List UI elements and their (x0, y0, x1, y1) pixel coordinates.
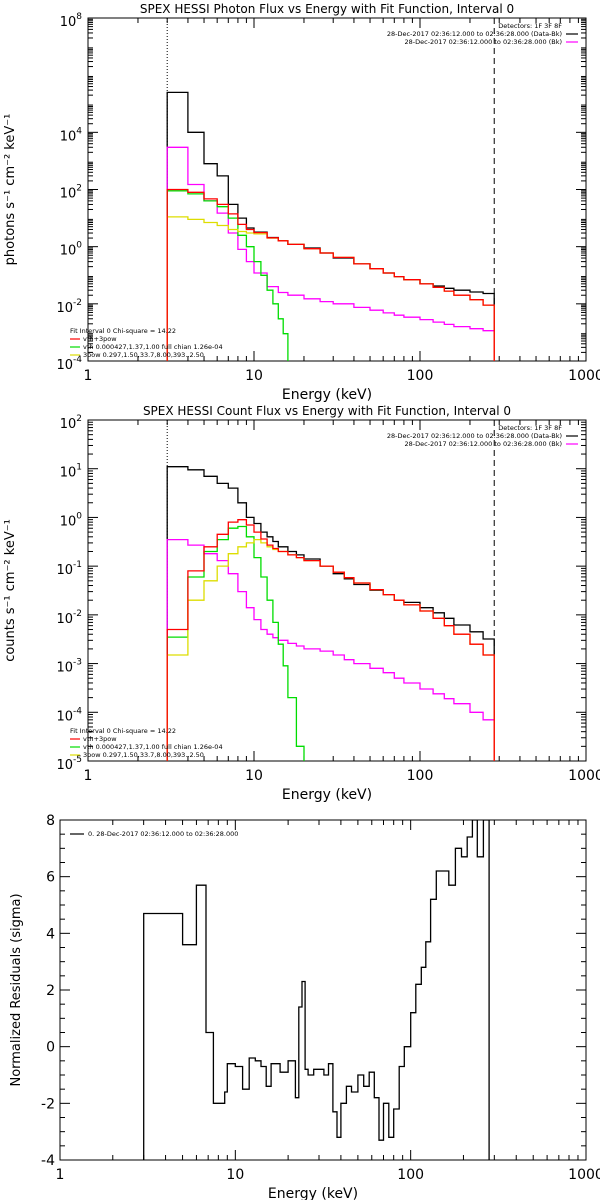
y-tick-label: -2 (41, 1096, 55, 1112)
legend-entry: vth 0.000427,1.37,1.00 full chian 1.26e-… (83, 343, 223, 351)
x-axis-label: Energy (keV) (268, 1186, 358, 1200)
y-tick-label: 8 (46, 813, 55, 829)
y-tick-label: 10-1 (56, 560, 82, 578)
chart-title: SPEX HESSI Count Flux vs Energy with Fit… (143, 404, 511, 418)
x-tick-label: 1000 (568, 1167, 600, 1183)
x-tick-label: 100 (397, 1167, 424, 1183)
y-tick-label: 10-2 (56, 609, 82, 627)
series-group (166, 466, 495, 761)
chart-3: 1 10 100 1000 Energy (keV) -4 -2 0 2 4 6 8 Normalize… (9, 813, 600, 1200)
y-tick-label: 10-5 (56, 755, 82, 773)
series-line-vth (166, 525, 305, 761)
chart-1: SPEX HESSI Photon Flux vs Energy with Fi… (3, 2, 600, 403)
legend-entry: vth+3pow (83, 735, 117, 743)
y-tick-label: 102 (60, 184, 82, 202)
series-line-3pow (166, 216, 495, 361)
x-tick-label: 1000 (568, 768, 600, 784)
y-tick-label: 100 (60, 511, 83, 529)
series-line-vth-3pow (166, 519, 495, 761)
y-tick-label: 108 (60, 12, 83, 30)
legend-entry: Detectors: 1F 3F 8F (498, 424, 562, 432)
y-tick-label: 10-4 (56, 706, 82, 724)
legend-entry: 3pow 0.297,1.50,33.7,8.00,393.,2.50 (83, 751, 204, 759)
plot-frame (59, 819, 587, 1161)
y-tick-label: 4 (46, 926, 55, 942)
legend-entry: 28-Dec-2017 02:36:12.000 to 02:36:28.000… (405, 38, 563, 46)
series-line-data-bk (166, 466, 495, 761)
series-group (143, 820, 490, 1160)
x-tick-label: 1000 (568, 368, 600, 384)
y-tick-label: 6 (46, 870, 55, 886)
x-tick-label: 1 (84, 368, 93, 384)
y-tick-label: 10-4 (56, 355, 82, 373)
legend-entry: 28-Dec-2017 02:36:12.000 to 02:36:28.000… (405, 440, 563, 448)
y-tick-label: 104 (60, 126, 83, 144)
y-axis-label: photons s⁻¹ cm⁻² keV⁻¹ (3, 114, 18, 266)
series-line-0 (143, 820, 490, 1160)
legend-entry: vth+3pow (83, 335, 117, 343)
x-tick-label: 1 (56, 1167, 65, 1183)
chart-2: SPEX HESSI Count Flux vs Energy with Fit… (3, 404, 600, 803)
x-tick-label: 100 (407, 768, 434, 784)
series-line-vth-3pow (166, 188, 495, 361)
series-line-data-bk (166, 91, 495, 361)
legend-entry: 28-Dec-2017 02:36:12.000 to 02:36:28.000… (387, 30, 562, 38)
x-tick-label: 1 (84, 768, 93, 784)
y-axis-label: Normalized Residuals (sigma) (9, 893, 24, 1086)
y-tick-label: 100 (60, 241, 83, 259)
x-axis-label: Energy (keV) (282, 387, 372, 403)
x-tick-label: 100 (407, 368, 434, 384)
y-tick-label: 101 (60, 463, 82, 481)
x-tick-label: 10 (226, 1167, 244, 1183)
x-axis-label: Energy (keV) (282, 787, 372, 803)
y-tick-label: 10-2 (56, 298, 82, 316)
legend-entry: Fit Interval 0 Chi-square = 14.22 (70, 727, 176, 735)
y-tick-label: 0 (46, 1040, 55, 1056)
legend-entry: Fit Interval 0 Chi-square = 14.22 (70, 327, 176, 335)
y-tick-label: 102 (60, 414, 82, 432)
chart-title: SPEX HESSI Photon Flux vs Energy with Fi… (140, 2, 514, 16)
y-tick-label: -4 (41, 1153, 55, 1169)
series-line-bk (166, 146, 495, 361)
y-tick-label: 10-3 (56, 658, 82, 676)
x-tick-label: 10 (245, 768, 263, 784)
y-tick-label: 2 (46, 983, 55, 999)
plot-frame (87, 419, 587, 762)
series-line-bk (166, 538, 495, 761)
plot-frame (87, 17, 587, 362)
y-axis-label: counts s⁻¹ cm⁻² keV⁻¹ (3, 519, 18, 662)
legend-entry: Detectors: 1F 3F 8F (498, 22, 562, 30)
legend-entry: vth 0.000427,1.37,1.00 full chian 1.26e-… (83, 743, 223, 751)
legend-entry: 28-Dec-2017 02:36:12.000 to 02:36:28.000… (387, 432, 562, 440)
x-tick-label: 10 (245, 368, 263, 384)
series-group (166, 91, 495, 361)
legend-entry: 0. 28-Dec-2017 02:36:12.000 to 02:36:28.… (88, 830, 238, 838)
legend-entry: 3pow 0.297,1.50,33.7,8.00,393.,2.50 (83, 351, 204, 359)
